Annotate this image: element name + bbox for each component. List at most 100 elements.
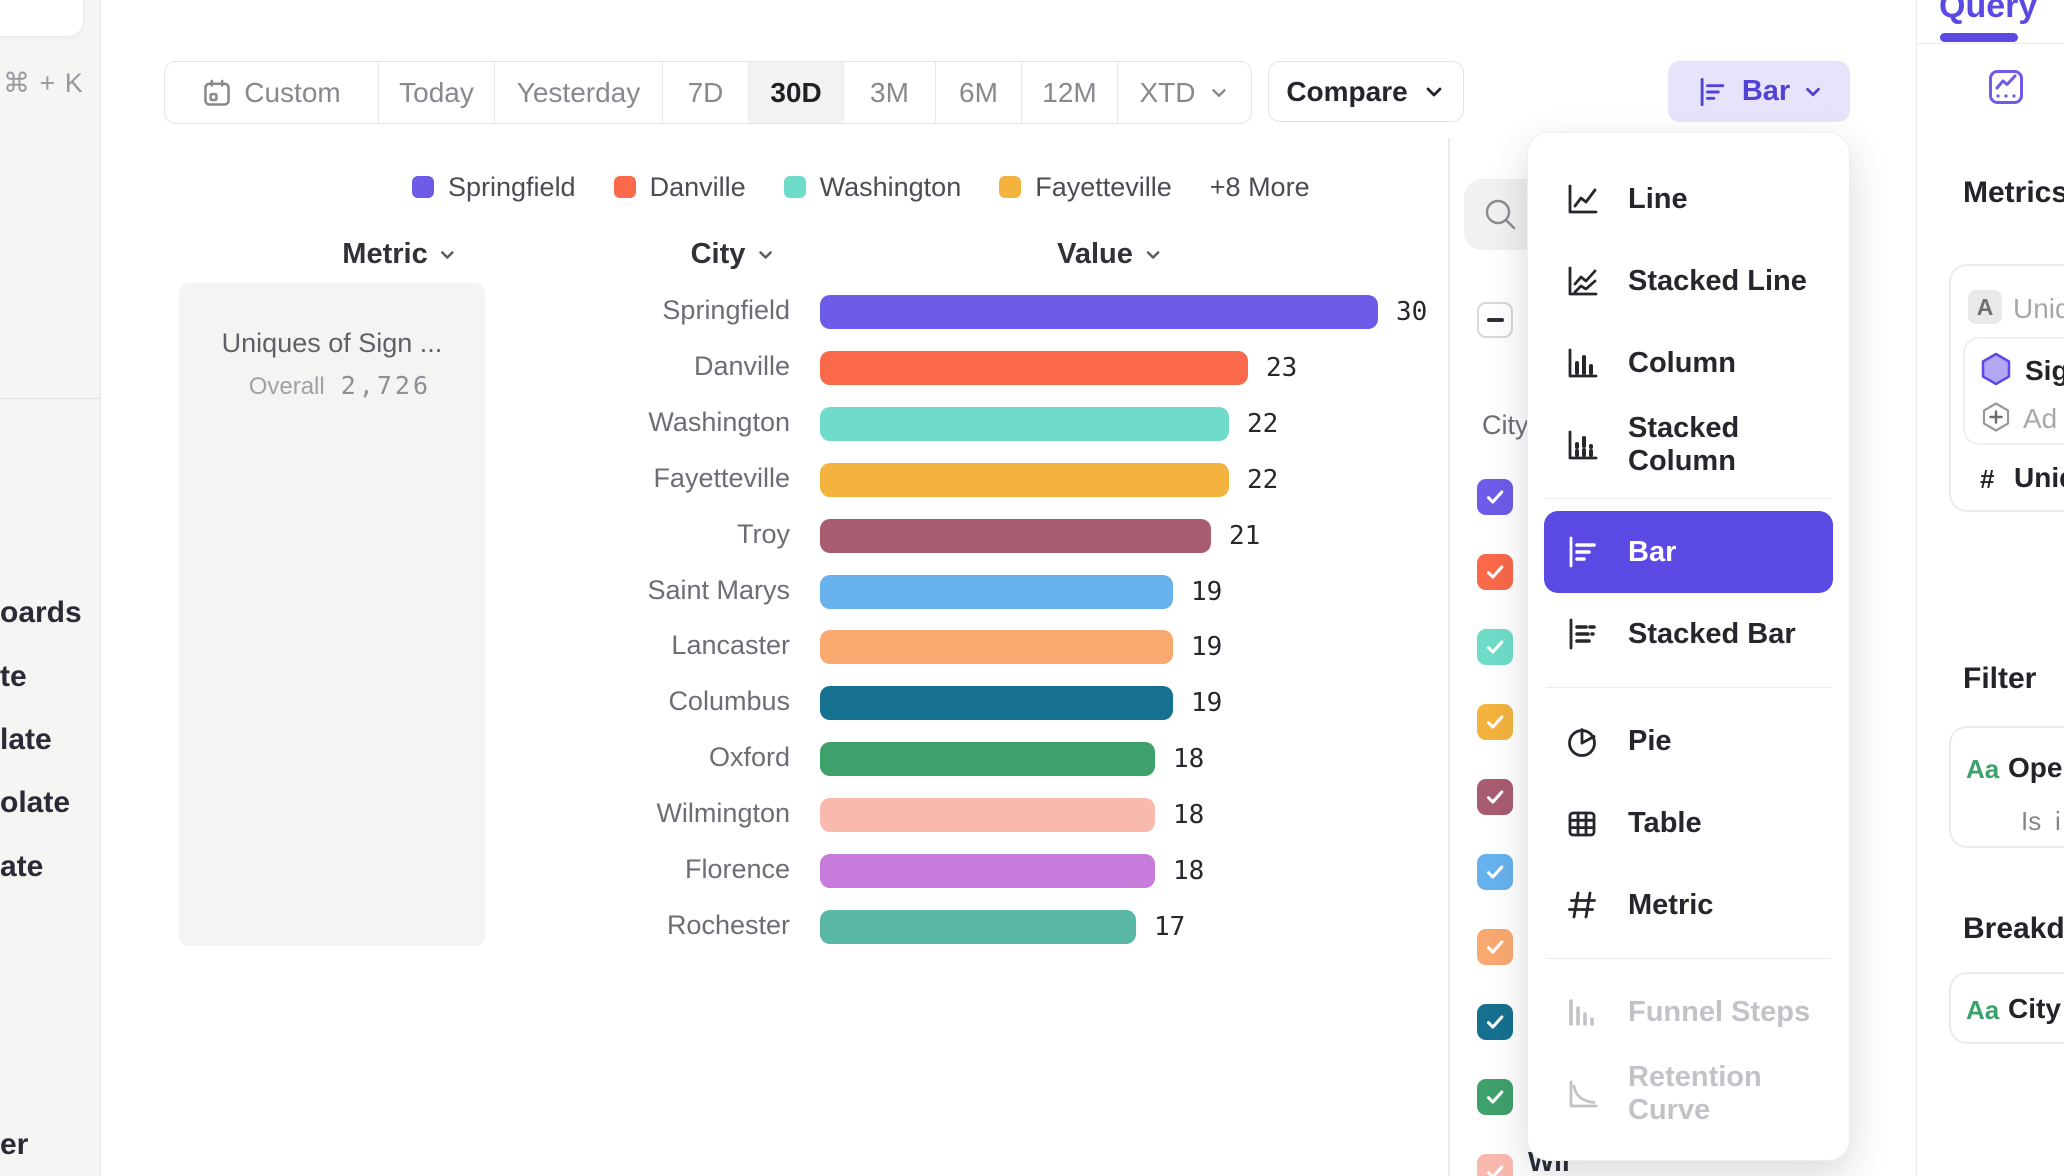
bar-chart-icon bbox=[1562, 532, 1602, 572]
city-checkbox[interactable] bbox=[1477, 554, 1513, 590]
city-checkbox[interactable] bbox=[1477, 929, 1513, 965]
legend-swatch bbox=[783, 176, 806, 198]
metric-column-header[interactable]: Metric bbox=[342, 238, 457, 271]
filter-operator[interactable]: Is bbox=[2021, 806, 2042, 836]
city-checkbox[interactable] bbox=[1477, 1079, 1513, 1115]
menu-item-bar[interactable]: Bar bbox=[1544, 511, 1833, 593]
event-hexagon-icon bbox=[1979, 352, 2013, 386]
sidebar-item-fragment[interactable]: te bbox=[0, 660, 27, 693]
metrics-card[interactable]: A Uniq Sig Ad # Uniqu bbox=[1949, 264, 2064, 512]
filter-value[interactable]: i bbox=[2055, 806, 2061, 836]
bar[interactable] bbox=[820, 686, 1173, 720]
date-range-today[interactable]: Today bbox=[379, 62, 495, 123]
retention-curve-icon bbox=[1562, 1074, 1602, 1114]
date-range-label: Custom bbox=[244, 76, 341, 108]
compare-label: Compare bbox=[1286, 75, 1408, 107]
city-column-header[interactable]: City bbox=[691, 238, 776, 271]
check-icon bbox=[1482, 784, 1508, 810]
chevron-down-icon bbox=[1208, 82, 1230, 104]
value-column-header[interactable]: Value bbox=[1057, 238, 1163, 271]
add-event-icon[interactable] bbox=[1980, 401, 2012, 433]
bar[interactable] bbox=[820, 351, 1248, 385]
sidebar-item-fragment[interactable]: ate bbox=[0, 850, 44, 883]
city-checkbox[interactable] bbox=[1477, 479, 1513, 515]
bar[interactable] bbox=[820, 742, 1155, 776]
metric-card[interactable]: Uniques of Sign ... Overall 2,726 bbox=[179, 283, 485, 946]
date-range-label: Yesterday bbox=[516, 76, 641, 108]
city-checkbox[interactable] bbox=[1477, 854, 1513, 890]
bar[interactable] bbox=[820, 575, 1173, 609]
sidebar-item-fragment[interactable]: late bbox=[0, 723, 52, 756]
bar[interactable] bbox=[820, 910, 1136, 944]
legend-more[interactable]: +8 More bbox=[1209, 171, 1310, 202]
bar-category-label: Troy bbox=[737, 519, 790, 549]
menu-item-pie[interactable]: Pie bbox=[1528, 700, 1849, 782]
left-sidebar: ⌘ + K oards te late olate ate er bbox=[0, 0, 101, 1176]
chevron-down-icon bbox=[755, 245, 775, 265]
menu-item-stacked-column[interactable]: Stacked Column bbox=[1528, 404, 1849, 486]
date-range-12m[interactable]: 12M bbox=[1022, 62, 1118, 123]
overall-label: Overall bbox=[248, 373, 325, 400]
bar[interactable] bbox=[820, 295, 1378, 329]
chart-type-button[interactable]: Bar bbox=[1668, 61, 1850, 122]
compare-button[interactable]: Compare bbox=[1268, 61, 1464, 122]
legend-item[interactable]: Fayetteville bbox=[999, 172, 1172, 203]
menu-item-line[interactable]: Line bbox=[1528, 158, 1849, 240]
bar-category-label: Lancaster bbox=[671, 630, 790, 660]
bar-category-label: Columbus bbox=[668, 686, 790, 716]
date-range-custom[interactable]: Custom bbox=[165, 62, 379, 123]
date-range-yesterday[interactable]: Yesterday bbox=[495, 62, 663, 123]
select-all-checkbox[interactable] bbox=[1477, 302, 1513, 338]
menu-item-stacked-line[interactable]: Stacked Line bbox=[1528, 240, 1849, 322]
breakdown-card[interactable]: Aa City bbox=[1949, 972, 2064, 1044]
menu-item-table[interactable]: Table bbox=[1528, 782, 1849, 864]
query-panel: Query Metrics A Uniq Sig Ad # Uniqu Filt… bbox=[1916, 0, 2064, 1176]
bar[interactable] bbox=[820, 519, 1211, 553]
check-icon bbox=[1482, 709, 1508, 735]
insights-chart-icon[interactable] bbox=[1988, 69, 2024, 105]
date-range-30d[interactable]: 30D bbox=[749, 62, 844, 123]
bar-category-label: Fayetteville bbox=[653, 463, 790, 493]
bar-value-label: 23 bbox=[1266, 353, 1298, 383]
filter-card[interactable]: Aa Ope Is i bbox=[1949, 726, 2064, 848]
bar-value-label: 17 bbox=[1154, 912, 1186, 942]
sidebar-search-box[interactable] bbox=[0, 0, 84, 37]
legend-item[interactable]: Washington bbox=[783, 171, 962, 203]
bar-value-label: 22 bbox=[1247, 465, 1279, 495]
menu-item-metric[interactable]: Metric bbox=[1528, 864, 1849, 946]
legend-label: Washington bbox=[819, 171, 962, 202]
bar[interactable] bbox=[820, 854, 1155, 888]
date-range-label: Today bbox=[399, 76, 474, 108]
bar[interactable] bbox=[820, 798, 1155, 832]
city-checkbox[interactable] bbox=[1477, 629, 1513, 665]
date-range-label: 30D bbox=[770, 76, 822, 108]
menu-item-label: Bar bbox=[1628, 535, 1677, 568]
menu-item-label: Pie bbox=[1628, 724, 1672, 757]
city-checkbox[interactable] bbox=[1477, 779, 1513, 815]
city-checkbox[interactable] bbox=[1477, 704, 1513, 740]
date-range-7d[interactable]: 7D bbox=[663, 62, 749, 123]
menu-item-stacked-bar[interactable]: Stacked Bar bbox=[1528, 593, 1849, 675]
tab-query[interactable]: Query bbox=[1939, 0, 2038, 25]
sidebar-item-fragment[interactable]: er bbox=[0, 1128, 29, 1161]
city-checkbox[interactable] bbox=[1477, 1004, 1513, 1040]
event-card[interactable]: Sig Ad bbox=[1963, 337, 2064, 445]
bar[interactable] bbox=[820, 463, 1229, 497]
date-range-6m[interactable]: 6M bbox=[936, 62, 1022, 123]
bar-value-label: 22 bbox=[1247, 409, 1279, 439]
metric-card-title: Uniques of Sign ... bbox=[221, 328, 443, 358]
city-checkbox[interactable] bbox=[1477, 1154, 1513, 1176]
check-icon bbox=[1482, 634, 1508, 660]
legend-swatch bbox=[613, 176, 636, 198]
chart-type-label: Bar bbox=[1741, 75, 1791, 107]
sidebar-item-fragment[interactable]: oards bbox=[0, 596, 82, 629]
date-range-3m[interactable]: 3M bbox=[844, 62, 936, 123]
filter-property-label: Ope bbox=[2008, 752, 2063, 783]
bar[interactable] bbox=[820, 630, 1173, 664]
date-range-xtd[interactable]: XTD bbox=[1118, 62, 1251, 123]
legend-item[interactable]: Springfield bbox=[412, 172, 576, 203]
bar[interactable] bbox=[820, 407, 1229, 441]
menu-item-column[interactable]: Column bbox=[1528, 322, 1849, 404]
sidebar-item-fragment[interactable]: olate bbox=[0, 786, 71, 819]
legend-item[interactable]: Danville bbox=[613, 172, 746, 203]
